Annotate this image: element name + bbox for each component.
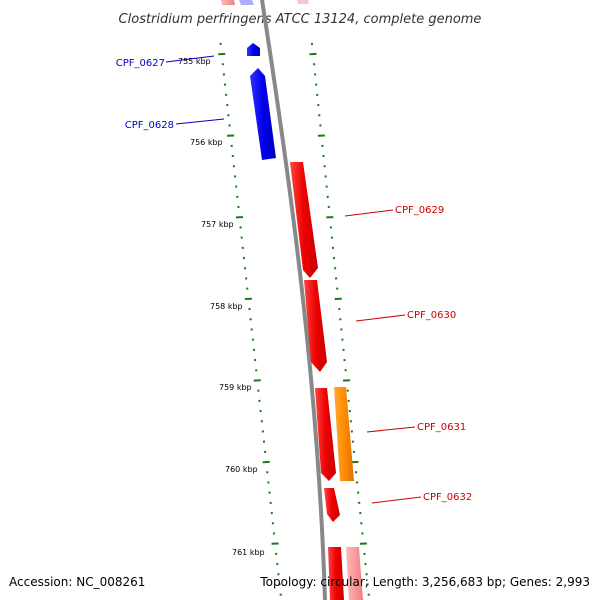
- gene-label-cpf-0629[interactable]: CPF_0629: [395, 205, 444, 216]
- gene-label-cpf-0632[interactable]: CPF_0632: [423, 492, 472, 503]
- gene-label-cpf-0630[interactable]: CPF_0630: [407, 310, 456, 321]
- gene-cpf-0629: [290, 162, 318, 278]
- leader-line-cpf-0629: [344, 209, 394, 217]
- genome-backbone: [260, 0, 327, 600]
- scale-labels: 755 kbp 756 kbp 757 kbp 758 kbp 759 kbp …: [178, 57, 265, 557]
- scale-label: 756 kbp: [190, 138, 223, 147]
- leader-line-cpf-0628: [175, 118, 225, 125]
- tick-track: [218, 42, 370, 596]
- faded-gene-top-blue: [239, 0, 254, 5]
- gene-bottom-red: [328, 547, 344, 600]
- scale-label: 757 kbp: [201, 220, 234, 229]
- gene-label-cpf-0627[interactable]: CPF_0627: [116, 58, 165, 69]
- gene-cpf-0631: [315, 388, 336, 481]
- gene-label-cpf-0631[interactable]: CPF_0631: [417, 422, 466, 433]
- scale-label: 761 kbp: [232, 548, 265, 557]
- scale-label: 760 kbp: [225, 465, 258, 474]
- orange-feature: [334, 387, 354, 481]
- gene-features: [247, 43, 363, 600]
- genome-summary-text: Topology: circular; Length: 3,256,683 bp…: [259, 575, 590, 589]
- leader-lines: [165, 55, 422, 504]
- gene-cpf-0632: [324, 488, 340, 522]
- faded-gene-top-left: [221, 0, 235, 5]
- map-title: Clostridium perfringens ATCC 13124, comp…: [119, 12, 482, 27]
- accession-text: Accession: NC_008261: [9, 575, 145, 589]
- leader-line-cpf-0632: [371, 496, 422, 504]
- leader-line-cpf-0627: [165, 55, 215, 63]
- gene-cpf-0630: [304, 280, 327, 372]
- gene-label-cpf-0628[interactable]: CPF_0628: [125, 120, 174, 131]
- gene-cpf-0628: [250, 68, 276, 160]
- gene-cpf-0627: [247, 43, 260, 56]
- faded-gene-top-right: [297, 0, 309, 4]
- scale-label: 758 kbp: [210, 302, 243, 311]
- leader-line-cpf-0630: [355, 314, 406, 322]
- leader-line-cpf-0631: [366, 426, 416, 433]
- gene-labels: CPF_0627 CPF_0628 CPF_0629 CPF_0630 CPF_…: [116, 58, 472, 503]
- scale-label: 755 kbp: [178, 57, 211, 66]
- scale-label: 759 kbp: [219, 383, 252, 392]
- gene-bottom-pink: [346, 547, 363, 600]
